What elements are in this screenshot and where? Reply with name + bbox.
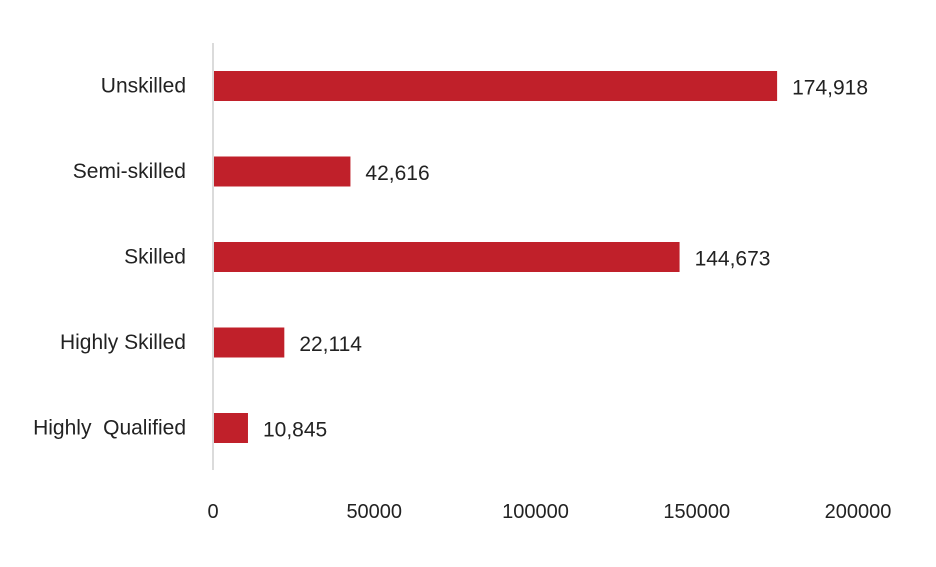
bars-group <box>214 71 778 443</box>
value-label-2: 144,673 <box>695 248 771 271</box>
value-label-1: 42,616 <box>365 162 429 185</box>
bar-0 <box>214 71 778 101</box>
category-label-4: Highly Qualified <box>33 417 186 440</box>
x-tick-label-2: 100000 <box>502 501 569 523</box>
value-label-3: 22,114 <box>299 333 362 356</box>
category-label-3: Highly Skilled <box>60 331 186 354</box>
x-tick-label-0: 0 <box>207 501 218 523</box>
value-labels: 174,918 42,616 144,673 22,114 10,845 <box>263 77 868 442</box>
category-label-1: Semi-skilled <box>73 160 186 183</box>
x-tick-label-3: 150000 <box>663 501 730 523</box>
category-labels: Unskilled Semi-skilled Skilled Highly Skill… <box>33 75 186 440</box>
category-label-2: Skilled <box>124 246 186 269</box>
bar-1 <box>214 156 351 187</box>
bar-4 <box>214 413 248 443</box>
x-tick-label-1: 50000 <box>346 501 402 523</box>
x-tick-label-4: 200000 <box>825 501 892 523</box>
x-axis-ticks: 0 50000 100000 150000 200000 <box>207 501 891 523</box>
category-label-0: Unskilled <box>101 75 186 98</box>
bar-2 <box>214 242 680 272</box>
bar-3 <box>214 327 285 358</box>
value-label-0: 174,918 <box>792 77 868 100</box>
value-label-4: 10,845 <box>263 419 327 442</box>
